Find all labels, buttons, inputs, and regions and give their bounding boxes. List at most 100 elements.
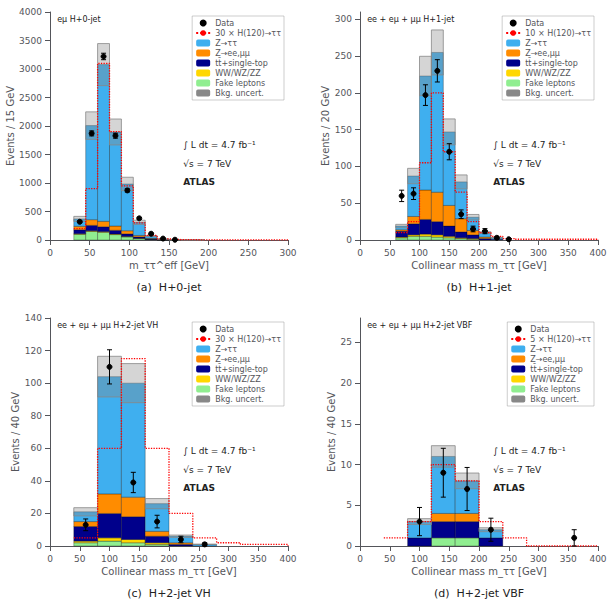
svg-text:200: 200 [200,248,217,258]
svg-text:(d) H+2-jet VBF: (d) H+2-jet VBF [434,587,524,600]
svg-text:WW/WZ/ZZ: WW/WZ/ZZ [530,375,576,384]
svg-text:Events / 20 GeV: Events / 20 GeV [320,86,331,166]
svg-text:350: 350 [560,248,577,258]
svg-text:30 × H(120)→ττ: 30 × H(120)→ττ [215,29,281,38]
svg-text:3500: 3500 [19,36,42,46]
svg-text:500: 500 [25,207,42,217]
svg-text:Events / 40 GeV: Events / 40 GeV [326,392,337,472]
svg-text:100: 100 [25,378,42,388]
svg-text:10 × H(120)→ττ: 10 × H(120)→ττ [525,29,591,38]
svg-text:∫ L dt = 4.7 fb⁻¹: ∫ L dt = 4.7 fb⁻¹ [183,140,256,150]
svg-text:150: 150 [441,248,458,258]
svg-text:(c) H+2-jet VH: (c) H+2-jet VH [127,587,211,600]
svg-text:350: 350 [250,554,267,564]
svg-text:Events / 15 GeV: Events / 15 GeV [5,86,16,166]
svg-text:250: 250 [500,554,517,564]
svg-text:m_ττ^eff [GeV]: m_ττ^eff [GeV] [129,260,209,272]
svg-text:0: 0 [357,248,363,258]
svg-text:40: 40 [31,476,43,486]
svg-text:(a) H+0-jet: (a) H+0-jet [137,281,203,294]
svg-text:∫ L dt = 4.7 fb⁻¹: ∫ L dt = 4.7 fb⁻¹ [493,446,566,456]
svg-text:ATLAS: ATLAS [183,483,215,493]
svg-text:tt̄+single-top: tt̄+single-top [215,363,268,373]
svg-text:Events / 40 GeV: Events / 40 GeV [10,392,21,472]
svg-text:20: 20 [341,378,353,388]
svg-text:50: 50 [74,554,86,564]
svg-text:Z→ee,μμ: Z→ee,μμ [525,49,560,58]
svg-text:(b) H+1-jet: (b) H+1-jet [446,281,512,294]
svg-text:√s = 7 TeV: √s = 7 TeV [183,159,232,169]
svg-text:350: 350 [560,554,577,564]
svg-text:Fake leptons: Fake leptons [525,79,575,88]
svg-text:ee + eμ + μμ H+2-jet VH: ee + eμ + μμ H+2-jet VH [57,321,158,330]
svg-text:0: 0 [36,541,42,551]
svg-text:400: 400 [589,554,606,564]
svg-text:WW/WZ/ZZ: WW/WZ/ZZ [215,69,261,78]
svg-text:200: 200 [470,248,487,258]
svg-text:200: 200 [160,554,177,564]
svg-text:Z→ττ: Z→ττ [525,39,547,48]
svg-text:50: 50 [341,198,353,208]
svg-text:150: 150 [160,248,177,258]
svg-text:150: 150 [335,125,352,135]
svg-text:1000: 1000 [19,178,42,188]
svg-text:50: 50 [84,248,96,258]
svg-text:√s = 7 TeV: √s = 7 TeV [183,465,232,475]
svg-text:25: 25 [341,337,352,347]
svg-text:Z→ττ: Z→ττ [215,39,237,48]
svg-text:200: 200 [470,554,487,564]
svg-text:tt̄+single-top: tt̄+single-top [530,363,583,373]
svg-text:0: 0 [47,248,53,258]
svg-text:60: 60 [31,443,43,453]
svg-text:Data: Data [215,19,234,28]
svg-text:150: 150 [441,554,458,564]
svg-text:15: 15 [341,419,352,429]
svg-text:100: 100 [101,554,118,564]
svg-text:0: 0 [346,235,352,245]
svg-text:Bkg. uncert.: Bkg. uncert. [215,395,264,404]
svg-text:300: 300 [530,248,547,258]
svg-text:eμ H+0-jet: eμ H+0-jet [57,15,101,24]
svg-text:2000: 2000 [19,121,42,131]
svg-text:250: 250 [240,248,257,258]
svg-text:Fake leptons: Fake leptons [530,385,580,394]
svg-text:4000: 4000 [19,7,42,17]
svg-text:Data: Data [215,325,234,334]
svg-text:Z→ττ: Z→ττ [530,345,552,354]
svg-text:Z→ee,μμ: Z→ee,μμ [215,49,250,58]
svg-text:0: 0 [47,554,53,564]
svg-text:5: 5 [346,500,352,510]
svg-text:1500: 1500 [19,150,42,160]
svg-text:Bkg. uncert.: Bkg. uncert. [215,89,264,98]
svg-text:100: 100 [335,161,352,171]
svg-text:20: 20 [31,508,43,518]
svg-text:ee + eμ + μμ H+2-jet VBF: ee + eμ + μμ H+2-jet VBF [367,321,473,330]
svg-text:Z→ττ: Z→ττ [215,345,237,354]
svg-text:50: 50 [384,554,396,564]
svg-text:400: 400 [589,248,606,258]
svg-text:250: 250 [335,51,352,61]
svg-text:Bkg. uncert.: Bkg. uncert. [530,395,579,404]
svg-text:250: 250 [190,554,207,564]
svg-text:300: 300 [279,248,296,258]
svg-text:300: 300 [220,554,237,564]
svg-text:Fake leptons: Fake leptons [215,79,265,88]
svg-text:3000: 3000 [19,64,42,74]
svg-text:√s = 7 TeV: √s = 7 TeV [493,465,542,475]
svg-text:ee + eμ + μμ H+1-jet: ee + eμ + μμ H+1-jet [367,15,454,24]
svg-text:tt̄+single-top: tt̄+single-top [525,57,578,67]
svg-text:tt̄+single-top: tt̄+single-top [215,57,268,67]
svg-text:200: 200 [335,88,352,98]
svg-text:100: 100 [411,554,428,564]
svg-text:Fake leptons: Fake leptons [215,385,265,394]
svg-text:Z→ee,μμ: Z→ee,μμ [530,355,565,364]
svg-text:ATLAS: ATLAS [493,177,525,187]
svg-text:300: 300 [335,14,352,24]
svg-text:50: 50 [384,248,396,258]
svg-text:∫ L dt = 4.7 fb⁻¹: ∫ L dt = 4.7 fb⁻¹ [493,140,566,150]
svg-text:100: 100 [121,248,138,258]
svg-text:300: 300 [530,554,547,564]
svg-text:0: 0 [357,554,363,564]
svg-text:ATLAS: ATLAS [493,483,525,493]
svg-text:Bkg. uncert.: Bkg. uncert. [525,89,574,98]
